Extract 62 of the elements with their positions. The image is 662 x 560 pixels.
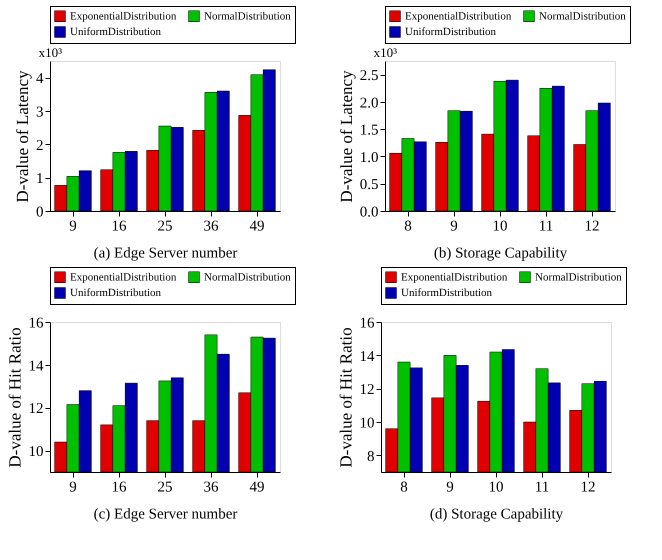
- y-tick-label: 0.0: [360, 204, 378, 220]
- y-tick-label: 14: [28, 358, 44, 374]
- y-tick-label: 10: [28, 444, 44, 460]
- x-tick-label: 9: [69, 480, 77, 496]
- legend-label: ExponentialDistribution: [405, 10, 512, 22]
- y-tick-label: 8: [367, 448, 374, 465]
- y-tick-label: 4: [36, 71, 44, 88]
- y-tick-label: 0: [36, 204, 44, 220]
- x-tick-label: 10: [492, 218, 508, 234]
- x-axis-title: (c) Edge Server number: [94, 506, 238, 522]
- y-tick-label: 12: [28, 401, 44, 418]
- y-axis-title: D-value of Latency: [13, 70, 32, 203]
- y-axis-title: D-value of Latency: [336, 70, 356, 203]
- legend-label: UniformDistribution: [405, 26, 497, 38]
- y-tick-label: 1.5: [360, 122, 378, 139]
- y-tick-label: 0.5: [360, 177, 378, 194]
- x-axis-title: (a) Edge Server number: [94, 246, 238, 262]
- y-axis-title: D-value of Hit Ratio: [336, 327, 356, 468]
- y-tick-label: 10: [360, 416, 374, 432]
- x-tick-label: 12: [584, 218, 600, 234]
- legend-label: ExponentialDistribution: [70, 10, 177, 22]
- x-tick-label: 25: [158, 218, 172, 234]
- y-tick-label: 1.0: [360, 150, 378, 166]
- text: x10³: [374, 45, 398, 60]
- legend-label: UniformDistribution: [70, 26, 162, 38]
- x-tick-label: 16: [112, 480, 127, 496]
- x-tick-label: 12: [580, 480, 596, 496]
- x-tick-label: 9: [450, 218, 458, 234]
- y-tick-label: 2: [36, 138, 44, 154]
- x-tick-label: 49: [250, 218, 264, 234]
- x-tick-label: 11: [538, 218, 554, 234]
- legend-label: NormalDistribution: [535, 271, 622, 284]
- x-axis-title: (b) Storage Capability: [434, 246, 568, 262]
- y-tick-label: 3: [36, 104, 44, 120]
- y-tick-label: 2.0: [360, 95, 378, 112]
- x-tick-label: 49: [250, 480, 264, 496]
- x-tick-label: 9: [69, 218, 77, 234]
- x-tick-label: 36: [204, 480, 219, 496]
- y-tick-label: 12: [360, 382, 374, 398]
- legend-label: UniformDistribution: [401, 287, 493, 299]
- y-tick-label: 16: [360, 316, 375, 332]
- y-tick-label: 14: [360, 348, 375, 365]
- x-tick-label: 9: [446, 480, 454, 496]
- y-tick-label: 2.5: [360, 68, 378, 84]
- x-tick-label: 36: [204, 218, 219, 234]
- x-tick-label: 25: [158, 480, 172, 496]
- y-tick-label: 1: [36, 171, 44, 188]
- x-tick-label: 10: [488, 480, 504, 496]
- legend-label: NormalDistribution: [204, 10, 292, 22]
- text: x10³: [38, 45, 62, 60]
- legend-label: NormalDistribution: [204, 271, 292, 284]
- legend-label: ExponentialDistribution: [70, 271, 177, 284]
- x-tick-label: 16: [112, 218, 127, 234]
- y-tick-label: 16: [28, 316, 44, 332]
- legend-label: NormalDistribution: [539, 10, 626, 22]
- legend-label: UniformDistribution: [70, 287, 162, 299]
- x-tick-label: 8: [404, 218, 412, 234]
- x-axis-title: (d) Storage Capability: [430, 506, 564, 522]
- x-tick-label: 8: [400, 480, 408, 496]
- x-tick-label: 11: [534, 480, 550, 496]
- y-axis-title: D-value of Hit Ratio: [6, 327, 24, 468]
- legend-label: ExponentialDistribution: [401, 271, 508, 284]
